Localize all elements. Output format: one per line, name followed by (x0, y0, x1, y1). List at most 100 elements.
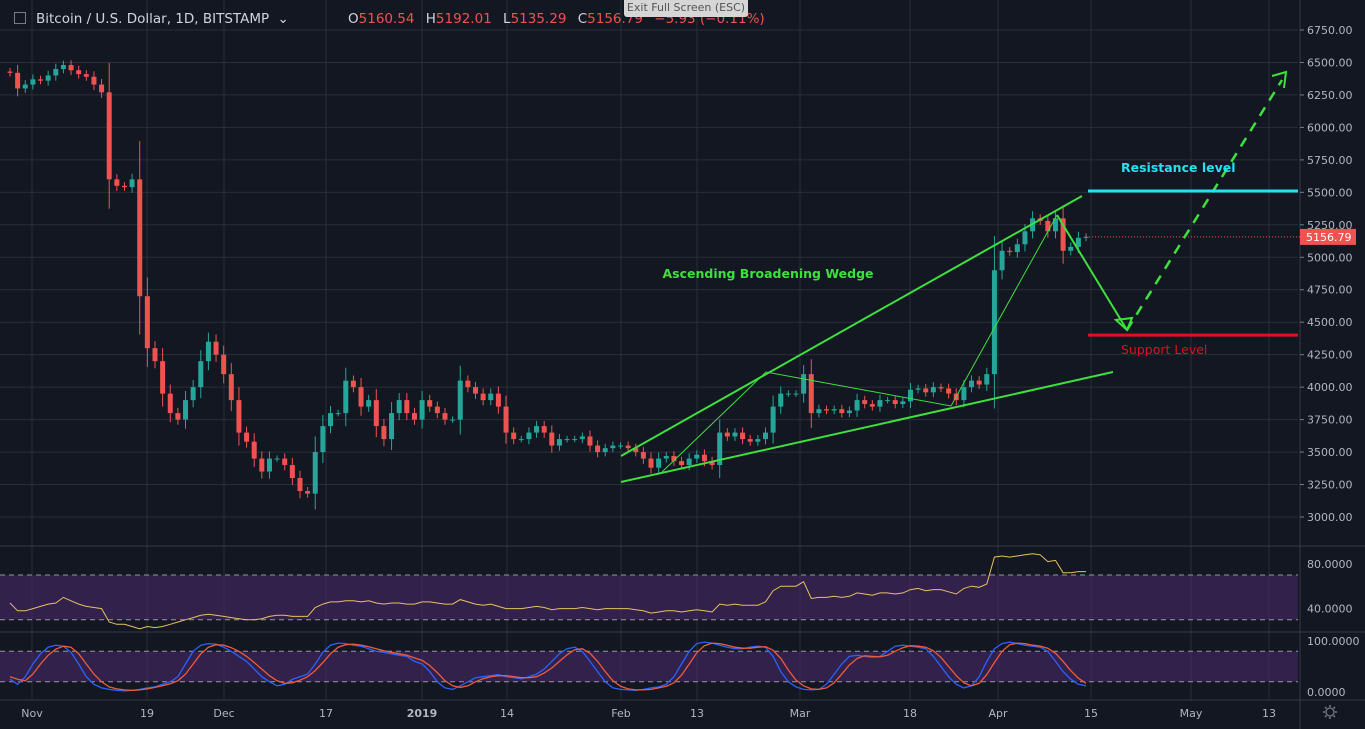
price-tick-label: 3750.00 (1307, 414, 1353, 427)
candle-body (228, 374, 234, 401)
candle-body (404, 400, 410, 414)
candle-body (831, 409, 837, 411)
candle-body (198, 361, 204, 388)
candle-body (190, 387, 196, 401)
candle-body (53, 68, 59, 76)
candle-body (617, 445, 623, 447)
price-tick-label: 3500.00 (1307, 446, 1353, 459)
time-tick-label: 2019 (407, 707, 438, 720)
annotation-wedge: Ascending Broadening Wedge (662, 266, 873, 281)
candle-body (633, 448, 639, 453)
high-label: H (425, 11, 436, 27)
candle-body (816, 409, 822, 414)
candle-body (877, 400, 883, 407)
candle-body (144, 296, 150, 349)
rsi-tick-label: 80.0000 (1307, 558, 1353, 571)
axes: 6750.00 6500.00 6250.00 6000.00 5750.00 5500.… (21, 24, 1359, 720)
candle-body (297, 478, 303, 492)
candle-body (801, 374, 807, 394)
candle-body (236, 400, 242, 433)
candle-body (556, 439, 562, 446)
time-tick-label: 13 (690, 707, 704, 720)
candle-body (503, 406, 509, 433)
candle-body (938, 387, 944, 389)
low-label: L (503, 11, 511, 27)
candle-body (564, 439, 570, 441)
candle-body (534, 426, 540, 433)
candle-body (60, 65, 66, 69)
candle-body (869, 404, 875, 407)
candle-body (671, 455, 677, 462)
symbol-title[interactable]: Bitcoin / U.S. Dollar, 1D, BITSTAMP ⌄ (36, 11, 289, 27)
chevron-down-icon[interactable]: ⌄ (277, 11, 289, 27)
candle-body (137, 179, 143, 297)
price-tick-label: 6500.00 (1307, 56, 1353, 69)
candle-body (373, 400, 379, 427)
candle-body (427, 400, 433, 407)
candle-body (587, 436, 593, 446)
candle-body (434, 406, 440, 414)
candle-body (892, 400, 898, 405)
candle-body (885, 400, 891, 402)
time-tick-label: Dec (213, 707, 234, 720)
candle-body (335, 413, 341, 415)
time-tick-label: May (1180, 707, 1203, 720)
time-tick-label: 18 (903, 707, 917, 720)
candle-body (740, 432, 746, 440)
price-tick-label: 6750.00 (1307, 24, 1353, 37)
candle-body (679, 461, 685, 466)
candle-body (106, 92, 112, 180)
symbol-square-icon[interactable] (14, 12, 26, 24)
candle-body (473, 387, 479, 394)
candle-body (907, 389, 913, 402)
candle-body (709, 461, 715, 466)
candle-body (152, 348, 158, 362)
close-label: C (577, 11, 588, 27)
candle-body (442, 413, 448, 420)
candle-body (450, 419, 456, 421)
candle-body (808, 374, 814, 414)
candle-body (969, 380, 975, 388)
time-tick-label: 14 (500, 707, 514, 720)
candle-body (495, 393, 501, 407)
candle-body (1052, 218, 1058, 232)
stoch-pane (9, 641, 1087, 692)
candle-body (45, 75, 51, 81)
stoch-k-line (9, 641, 1087, 692)
candle-body (381, 426, 387, 440)
candle-body (1075, 237, 1081, 247)
arrow-head-up (1271, 70, 1288, 89)
candle-body (320, 426, 326, 453)
drawings: Ascending Broadening Wedge Resistance lev… (620, 70, 1298, 483)
candle-body (610, 445, 616, 449)
candle-body (930, 387, 936, 393)
exit-fullscreen-button[interactable]: Exit Full Screen (ESC) (624, 0, 748, 17)
candle-body (656, 458, 662, 468)
candle-body (511, 432, 517, 440)
candle-body (465, 380, 471, 388)
last-price-badge (1300, 228, 1356, 245)
candle-body (305, 491, 311, 494)
high-value: 5192.01 (435, 11, 492, 27)
price-tick-label: 4750.00 (1307, 284, 1353, 297)
candle-body (747, 439, 753, 442)
candles (7, 60, 1089, 510)
candle-body (549, 432, 555, 446)
candle-body (541, 426, 547, 433)
gear-icon[interactable] (1323, 705, 1337, 719)
last-price-label: 5156.79 (1306, 231, 1352, 244)
candle-body (824, 409, 830, 411)
candle-body (1045, 220, 1051, 232)
gear-icon-tooth (1333, 706, 1336, 709)
candle-body (396, 400, 402, 414)
stoch-d-line (9, 642, 1087, 692)
candle-body (221, 354, 227, 375)
stoch-tick-label: 100.0000 (1307, 635, 1360, 648)
candle-body (7, 71, 13, 73)
gear-icon-ring (1325, 707, 1335, 717)
price-tick-label: 4250.00 (1307, 349, 1353, 362)
candle-body (991, 270, 997, 375)
candle-body (923, 388, 929, 393)
candle-body (244, 432, 250, 442)
